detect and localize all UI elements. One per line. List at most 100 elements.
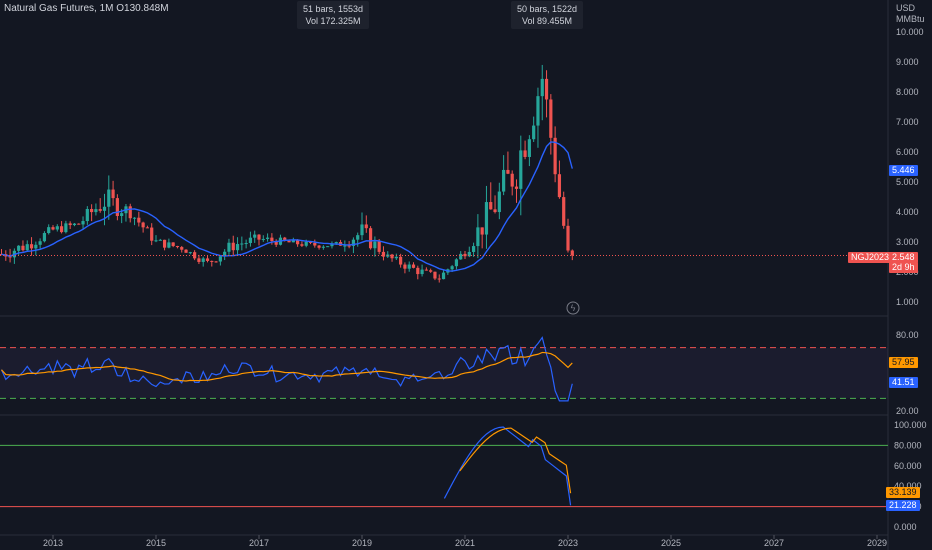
measure-bars: 50 bars, 1522d — [517, 4, 578, 14]
candle-body — [506, 169, 510, 174]
candle-body — [128, 206, 132, 219]
candle-body — [519, 150, 523, 189]
candle-body — [98, 209, 102, 211]
candle-body — [72, 223, 77, 226]
candle-body — [240, 243, 244, 245]
price-tick-label: 9.000 — [896, 57, 919, 67]
stoch-d-line — [459, 427, 572, 494]
candle-body — [433, 271, 437, 279]
candle-body — [549, 99, 553, 138]
price-tick-label: 1.000 — [896, 297, 919, 307]
candle-body — [411, 264, 416, 268]
candle-body — [450, 266, 454, 270]
candle-body — [29, 244, 34, 249]
symbol-header[interactable]: Natural Gas Futures, 1M O130.848M — [4, 3, 169, 14]
candle-body — [334, 242, 338, 244]
time-tick-label: 2029 — [867, 538, 887, 548]
stoch-tick-label: 100.000 — [894, 420, 927, 430]
candle-body — [94, 209, 98, 213]
candle-body — [390, 254, 394, 259]
flash-icon — [566, 301, 580, 315]
candle-body — [381, 251, 386, 257]
candle-body — [77, 223, 81, 225]
candle-body — [132, 217, 137, 219]
candle-body — [441, 272, 446, 280]
candle-body — [510, 173, 514, 187]
candle-body — [343, 245, 347, 247]
candle-body — [502, 169, 506, 192]
candle-body — [59, 226, 64, 233]
candle-body — [493, 209, 497, 213]
candle-body — [429, 270, 433, 272]
time-tick-label: 2017 — [249, 538, 269, 548]
rsi-ma-line — [1, 351, 573, 382]
candle-body — [8, 256, 12, 258]
candle-body — [313, 242, 317, 246]
candle-body — [55, 226, 59, 230]
candle-body — [227, 242, 231, 252]
time-tick-label: 2019 — [352, 538, 372, 548]
price-tick-label: 6.000 — [896, 147, 919, 157]
candle-body — [244, 243, 248, 245]
candle-body — [145, 227, 150, 229]
candle-body — [171, 242, 175, 247]
last-price-tag: 2.548 — [889, 252, 918, 263]
candle-body — [248, 237, 253, 244]
measure-tooltip: 51 bars, 1553d Vol 172.325M — [297, 1, 370, 29]
candle-body — [416, 267, 420, 275]
candle-body — [193, 252, 197, 259]
candle-body — [317, 245, 321, 248]
candle-body — [394, 256, 398, 259]
candle-body — [403, 264, 407, 269]
price-tick-label: 4.000 — [896, 207, 919, 217]
candle-body — [270, 237, 274, 241]
stoch-tick-label: 80.000 — [894, 440, 922, 450]
candle-body — [377, 241, 381, 252]
time-tick-label: 2023 — [558, 538, 578, 548]
measure-bars: 51 bars, 1553d — [303, 4, 364, 14]
candle-body — [167, 242, 171, 248]
candle-body — [141, 222, 145, 228]
candle-body — [283, 237, 287, 241]
candle-body — [360, 224, 364, 236]
time-tick-label: 2025 — [661, 538, 681, 548]
price-tick-label: 10.000 — [896, 27, 924, 37]
candle-body — [274, 240, 278, 245]
candle-body — [17, 245, 21, 251]
ohlc-fragment: O130.848M — [116, 3, 169, 14]
candle-body — [540, 78, 544, 97]
candle-body — [158, 239, 162, 241]
candle-body — [484, 202, 489, 235]
candle-body — [137, 217, 141, 223]
candle-body — [544, 78, 549, 100]
candle-body — [566, 225, 570, 251]
candle-body — [420, 269, 424, 275]
stoch-tick-label: 40.000 — [894, 481, 922, 491]
candle-body — [291, 239, 295, 243]
measure-volume: Vol 89.455M — [522, 16, 573, 26]
candle-body — [471, 246, 476, 252]
candle-body — [304, 241, 308, 246]
candle-body — [373, 241, 377, 249]
candle-body — [489, 202, 493, 210]
candle-body — [231, 242, 235, 251]
price-tick-label: 7.000 — [896, 117, 919, 127]
candle-body — [175, 246, 180, 248]
candle-body — [51, 227, 55, 230]
candle-body — [90, 208, 94, 213]
rsi-value-tag: 41.51 — [889, 377, 918, 388]
candle-body — [102, 206, 107, 211]
time-tick-label: 2015 — [146, 538, 166, 548]
candle-body — [527, 139, 531, 157]
candle-body — [210, 260, 214, 262]
candle-body — [120, 213, 124, 216]
rsi-ma-tag: 57.95 — [889, 357, 918, 368]
candle-body — [85, 208, 89, 222]
rsi-tick-label: 20.00 — [896, 406, 919, 416]
candle-body — [399, 256, 403, 265]
candle-body — [64, 223, 68, 233]
candle-body — [437, 278, 441, 280]
candle-body — [68, 223, 72, 226]
candle-body — [364, 224, 368, 229]
